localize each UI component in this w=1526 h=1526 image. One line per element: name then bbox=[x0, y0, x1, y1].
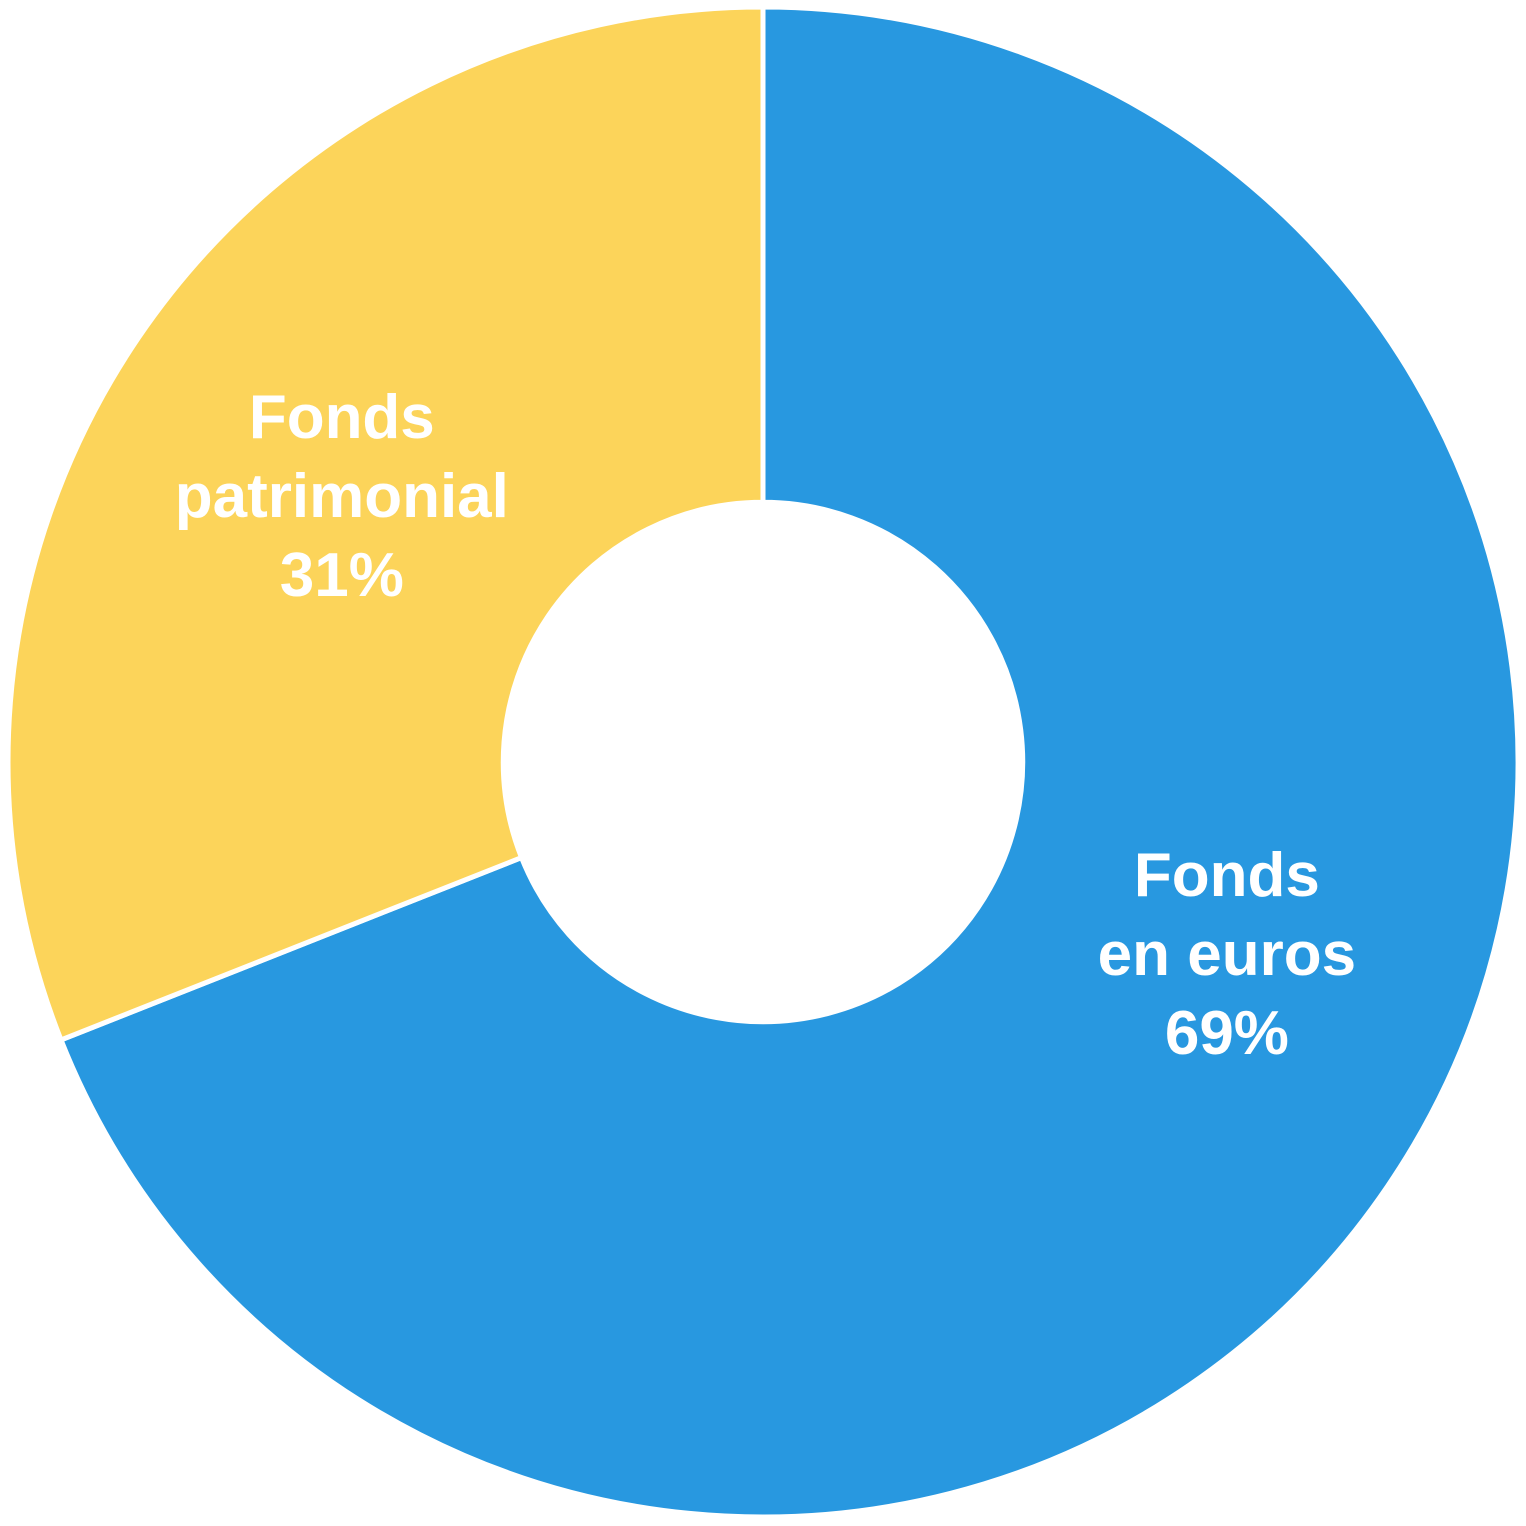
slice-label-line: Fonds bbox=[248, 383, 435, 453]
slice-label-fonds-patrimonial: Fonds patrimonial 31% bbox=[175, 379, 509, 615]
slice-label-line: en euros bbox=[1097, 919, 1357, 989]
slice-fonds-en-euros bbox=[58, 4, 1521, 1520]
slice-label-fonds-en-euros: Fonds en euros 69% bbox=[1098, 837, 1356, 1073]
slice-label-percent: 31% bbox=[279, 540, 404, 610]
slice-label-line: Fonds bbox=[1133, 841, 1320, 911]
slice-fonds-patrimonial bbox=[5, 4, 766, 1043]
slice-label-line: patrimonial bbox=[174, 462, 509, 532]
slice-label-percent: 69% bbox=[1164, 998, 1289, 1068]
